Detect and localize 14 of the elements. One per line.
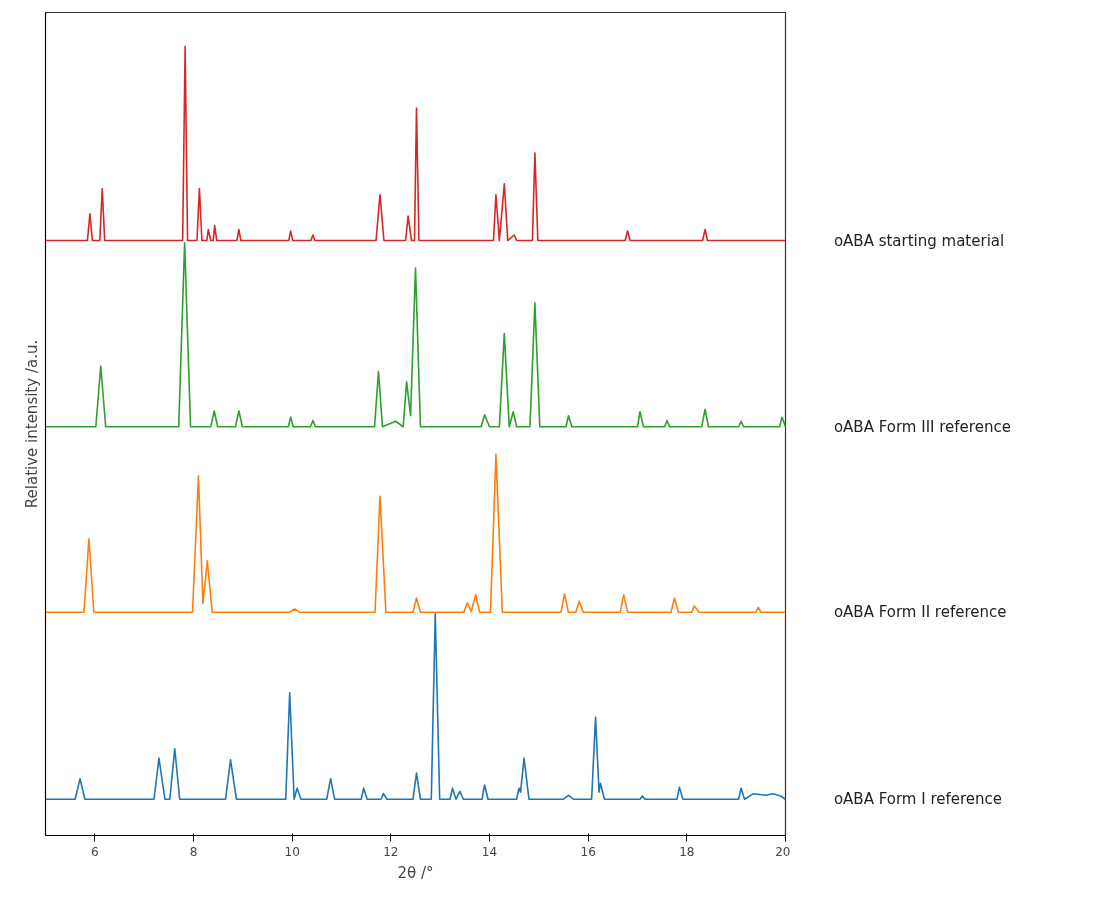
x-tick-label: 8 (189, 844, 198, 859)
x-tick-label: 16 (580, 844, 596, 859)
x-tick-label: 10 (284, 844, 300, 859)
text: oABA starting material (833, 231, 1005, 250)
text: oABA Form II reference (833, 603, 1007, 622)
x-tick-label: 12 (383, 844, 399, 859)
x-tick-label: 6 (91, 844, 99, 859)
x-tick-label: 14 (481, 844, 498, 859)
text: oABA Form I reference (833, 790, 1003, 809)
x-tick-label: 18 (679, 844, 695, 859)
x-axis-title: 2θ /° (397, 863, 434, 882)
y-axis-title: Relative intensity /a.u. (22, 339, 41, 509)
x-tick-label: 20 (775, 844, 791, 859)
text: oABA Form III reference (833, 417, 1011, 436)
